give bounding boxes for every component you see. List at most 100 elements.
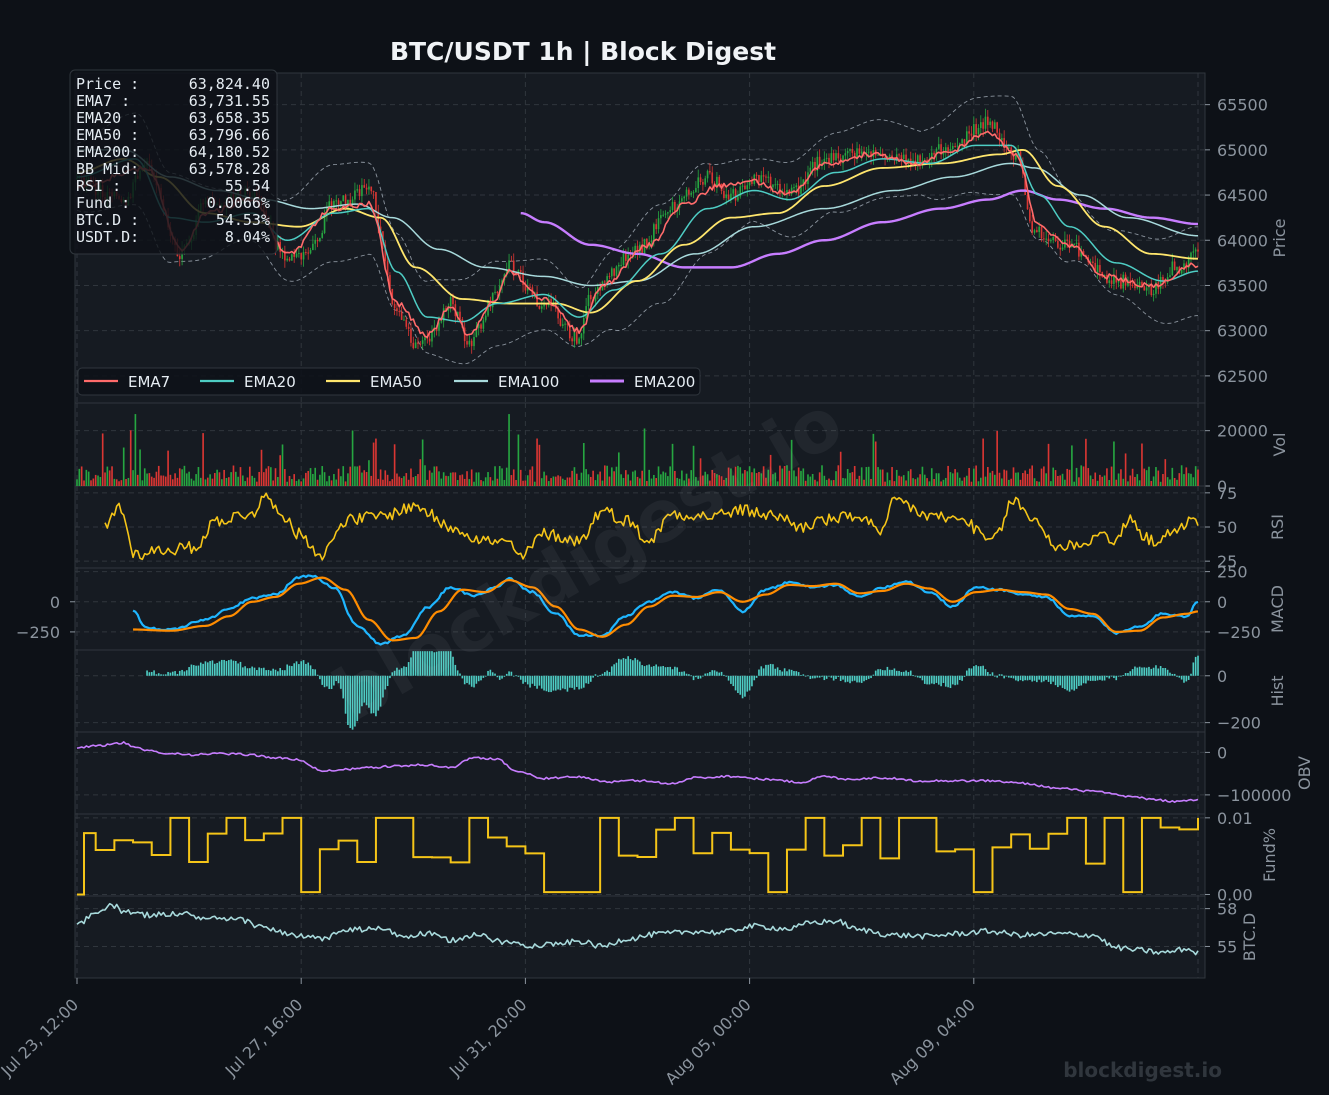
hist-bar <box>1038 675 1041 680</box>
volume-bar <box>101 433 104 486</box>
volume-bar <box>568 477 571 486</box>
hist-bar <box>407 662 410 676</box>
hist-bar <box>512 675 515 677</box>
volume-bar <box>926 478 928 486</box>
hist-bar <box>1110 675 1113 677</box>
volume-bar <box>856 478 858 486</box>
candle-body <box>603 281 606 283</box>
candle-body <box>634 245 636 254</box>
volume-bar <box>118 481 120 486</box>
volume-bar <box>1010 478 1012 486</box>
candle-body <box>1145 287 1148 291</box>
volume-bar <box>872 433 875 486</box>
candle-body <box>566 323 569 325</box>
volume-bar <box>660 474 662 486</box>
price-ytick-label-3: 64000 <box>1217 231 1268 250</box>
hist-bar <box>1138 666 1141 676</box>
hist-bar <box>442 651 445 676</box>
hist-bar <box>1190 673 1192 676</box>
hist-bar <box>277 671 279 676</box>
candle-body <box>1096 265 1099 273</box>
volume-bar <box>328 475 331 486</box>
hist-bar <box>470 675 473 687</box>
hist-bar <box>923 675 926 684</box>
info-value: 8.04% <box>225 228 270 246</box>
volume-bar <box>1127 481 1129 486</box>
hist-bar <box>816 675 819 678</box>
info-value: 63,578.28 <box>189 160 270 178</box>
volume-bar <box>804 480 807 486</box>
volume-bar <box>234 471 237 486</box>
volume-bar <box>258 471 260 486</box>
hist-bar <box>615 662 618 676</box>
hist-bar <box>419 651 422 676</box>
hist-bar <box>916 675 919 678</box>
hist-bar <box>561 675 564 689</box>
volume-bar <box>755 473 758 486</box>
hist-bar <box>1113 675 1115 679</box>
candle-body <box>1047 238 1050 242</box>
hist-bar <box>1159 666 1162 676</box>
hist-bar <box>732 675 735 687</box>
hist-bar <box>347 675 349 725</box>
hist-bar <box>858 675 861 683</box>
legend-label-ema200: EMA200 <box>634 373 695 391</box>
volume-bar <box>968 468 970 486</box>
hist-bar <box>568 675 571 688</box>
volume-bar <box>1052 467 1055 486</box>
candle-body <box>428 338 431 342</box>
hist-bar <box>1185 675 1188 682</box>
volume-bar <box>1089 475 1092 486</box>
volume-bar <box>83 480 85 486</box>
hist-bar <box>431 651 433 676</box>
hist-bar <box>1145 667 1148 676</box>
candle-body <box>1089 261 1092 263</box>
hist-bar <box>620 659 622 676</box>
info-value: 54.53% <box>216 211 270 229</box>
volume-bar <box>505 467 508 486</box>
volume-bar <box>195 474 197 486</box>
hist-bar <box>671 669 674 676</box>
candle-body <box>414 342 417 349</box>
volume-bar <box>468 479 471 486</box>
hist-bar <box>888 669 891 676</box>
volume-bar <box>1134 476 1136 486</box>
volume-bar <box>122 447 125 486</box>
candle-body <box>653 224 655 241</box>
candle-body <box>431 330 433 342</box>
candle-body <box>561 324 564 326</box>
candle-body <box>484 315 487 321</box>
volume-bar <box>613 471 615 486</box>
hist-bar <box>220 659 223 676</box>
volume-bar <box>454 472 457 486</box>
volume-bar <box>456 480 459 486</box>
hist-bar <box>270 670 272 676</box>
volume-bar <box>279 455 281 486</box>
hist-bar <box>428 651 431 676</box>
volume-bar <box>718 475 721 486</box>
volume-bar <box>115 479 118 486</box>
legend-frame <box>77 367 701 396</box>
candle-body <box>608 276 611 278</box>
volume-bar <box>625 470 627 486</box>
volume-bar <box>671 443 674 486</box>
volume-bar <box>132 470 134 486</box>
candle-body <box>368 186 370 190</box>
hist-bar <box>274 669 277 676</box>
candle-body <box>510 260 513 262</box>
hist-bar <box>776 667 779 676</box>
volume-bar <box>547 481 550 486</box>
volume-bar <box>809 476 812 486</box>
volume-bar <box>1141 443 1143 486</box>
hist-bar <box>711 670 714 676</box>
candle-body <box>330 201 333 209</box>
candle-body <box>865 152 868 154</box>
volume-bar <box>851 472 854 486</box>
volume-bar <box>503 479 506 486</box>
volume-bar <box>776 481 779 486</box>
volume-bar <box>384 470 387 486</box>
hist-bar <box>685 673 688 676</box>
hist-bar <box>926 675 928 685</box>
candle-body <box>496 291 499 293</box>
volume-bar <box>919 474 921 486</box>
